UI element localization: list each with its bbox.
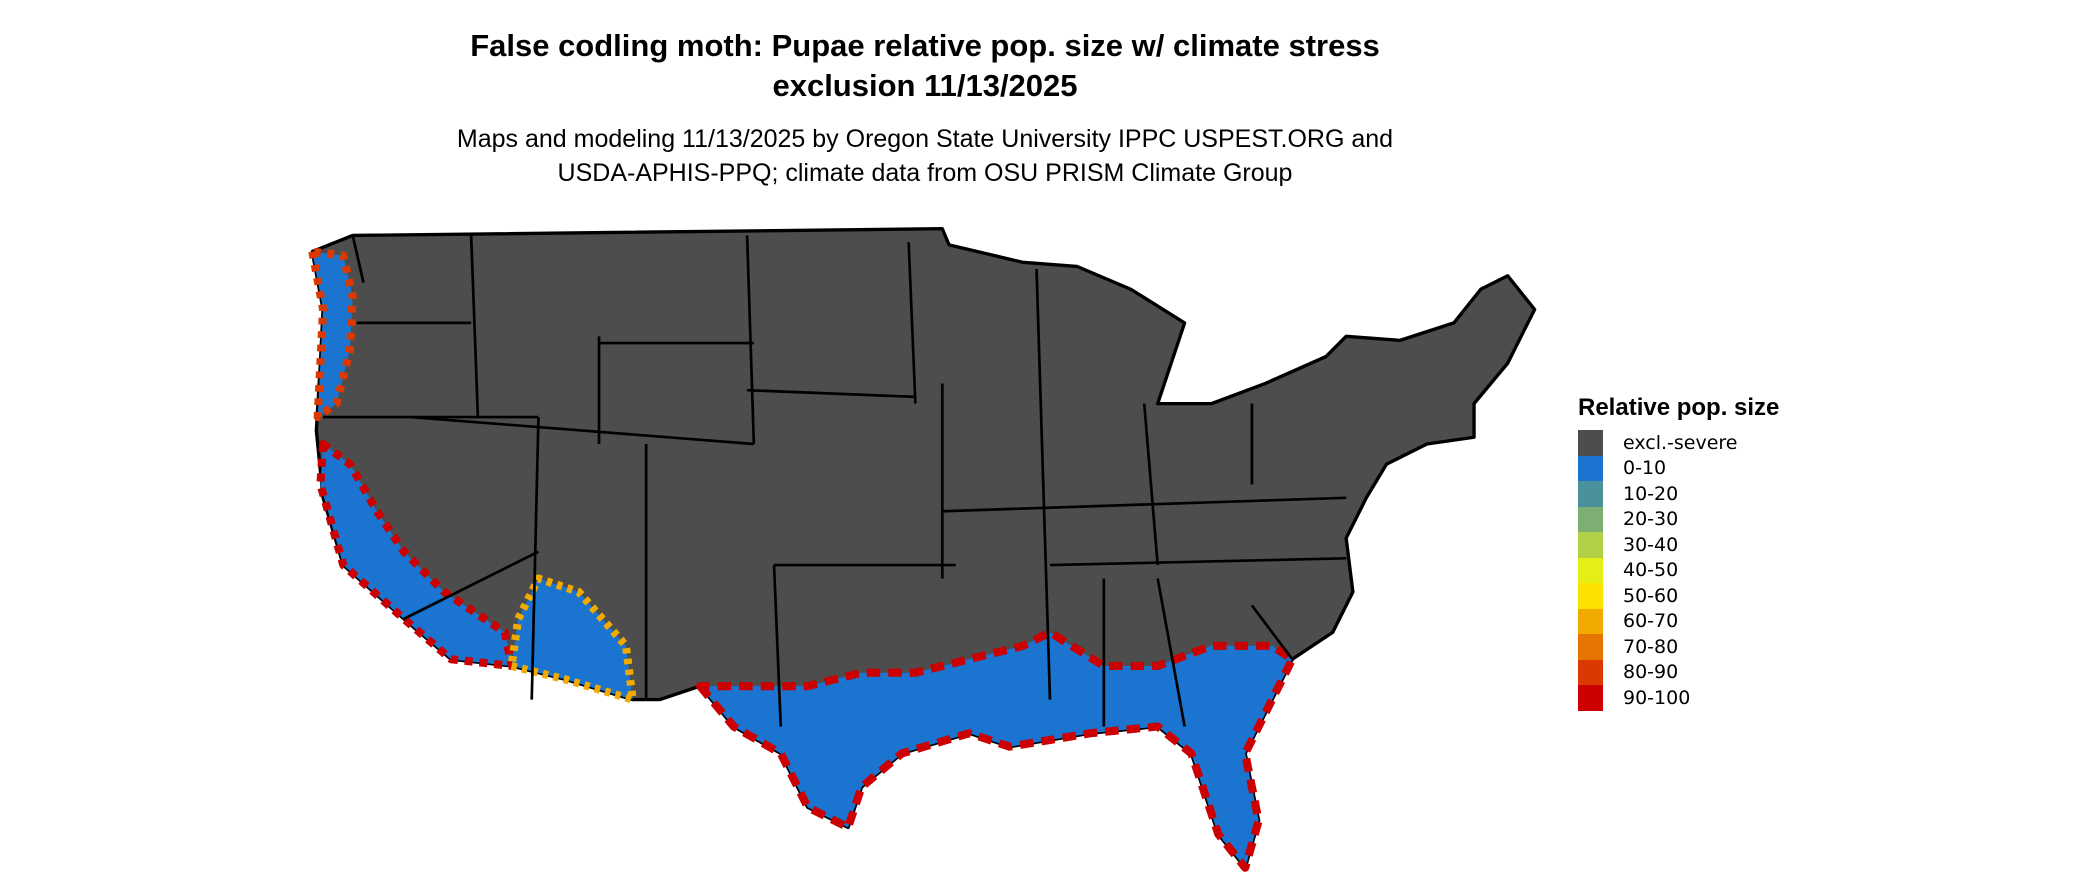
legend-label: 10-20 <box>1623 482 1679 505</box>
legend-item: 60-70 <box>1578 608 1779 634</box>
arizona-zone <box>507 574 637 704</box>
pacific-coast-zone <box>308 247 357 422</box>
legend-swatch <box>1578 659 1603 685</box>
legend-item: 50-60 <box>1578 583 1779 609</box>
legend-item: 30-40 <box>1578 532 1779 558</box>
legend-swatch <box>1578 583 1603 609</box>
legend-label: 30-40 <box>1623 533 1679 556</box>
legend: Relative pop. size excl.-severe 0-10 10-20… <box>1578 394 1779 711</box>
legend-item: 70-80 <box>1578 634 1779 660</box>
map-title: False codling moth: Pupae relative pop. … <box>470 28 1380 103</box>
legend-item: 0-10 <box>1578 455 1779 481</box>
legend-label: 60-70 <box>1623 610 1679 633</box>
legend-label: 70-80 <box>1623 635 1679 658</box>
legend-label: 40-50 <box>1623 559 1679 582</box>
legend-item: 80-90 <box>1578 659 1779 685</box>
legend-title: Relative pop. size <box>1578 394 1780 421</box>
legend-swatch <box>1578 455 1603 481</box>
legend-swatch <box>1578 532 1603 558</box>
legend-item: 90-100 <box>1578 685 1779 711</box>
legend-swatch <box>1578 634 1603 660</box>
legend-items: excl.-severe 0-10 10-20 20-30 30-40 40-50 50-6… <box>1578 430 1779 711</box>
legend-swatch <box>1578 557 1603 583</box>
state-borders <box>323 235 1347 727</box>
legend-item: 10-20 <box>1578 481 1779 507</box>
gulf-coast-zone <box>695 628 1297 872</box>
legend-swatch <box>1578 430 1603 456</box>
map-subtitle: Maps and modeling 11/13/2025 by Oregon S… <box>456 125 1394 187</box>
legend-label: 20-30 <box>1623 508 1679 531</box>
california-zone <box>316 439 516 671</box>
legend-item: 20-30 <box>1578 506 1779 532</box>
legend-label: 80-90 <box>1623 661 1679 684</box>
suitability-zones <box>308 247 1297 872</box>
legend-label: 90-100 <box>1623 686 1691 709</box>
legend-label: excl.-severe <box>1623 431 1738 454</box>
legend-swatch <box>1578 506 1603 532</box>
legend-swatch <box>1578 685 1603 711</box>
legend-label: 0-10 <box>1623 457 1667 480</box>
legend-label: 50-60 <box>1623 584 1679 607</box>
legend-item: excl.-severe <box>1578 430 1779 456</box>
legend-swatch <box>1578 608 1603 634</box>
legend-swatch <box>1578 481 1603 507</box>
conus-land <box>310 227 1537 870</box>
legend-item: 40-50 <box>1578 557 1779 583</box>
